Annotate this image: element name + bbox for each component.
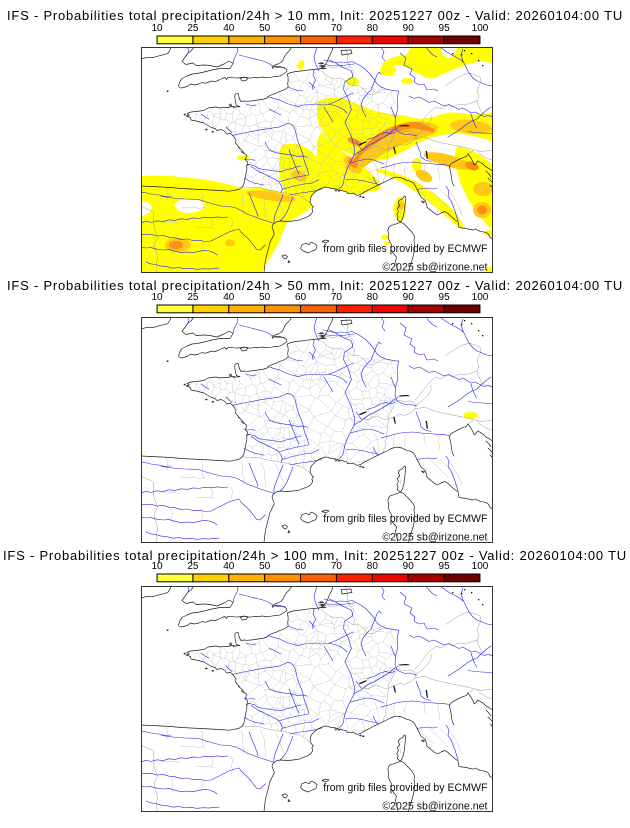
svg-text:©2025 sb@irizone.net: ©2025 sb@irizone.net: [382, 262, 487, 273]
svg-text:©2025 sb@irizone.net: ©2025 sb@irizone.net: [382, 531, 487, 542]
svg-text:from grib files provided by EC: from grib files provided by ECMWF: [323, 782, 488, 794]
svg-text:©2025 sb@irizone.net: ©2025 sb@irizone.net: [382, 801, 487, 812]
svg-text:from grib files provided by EC: from grib files provided by ECMWF: [323, 243, 488, 255]
svg-text:from grib files provided by EC: from grib files provided by ECMWF: [323, 512, 488, 524]
